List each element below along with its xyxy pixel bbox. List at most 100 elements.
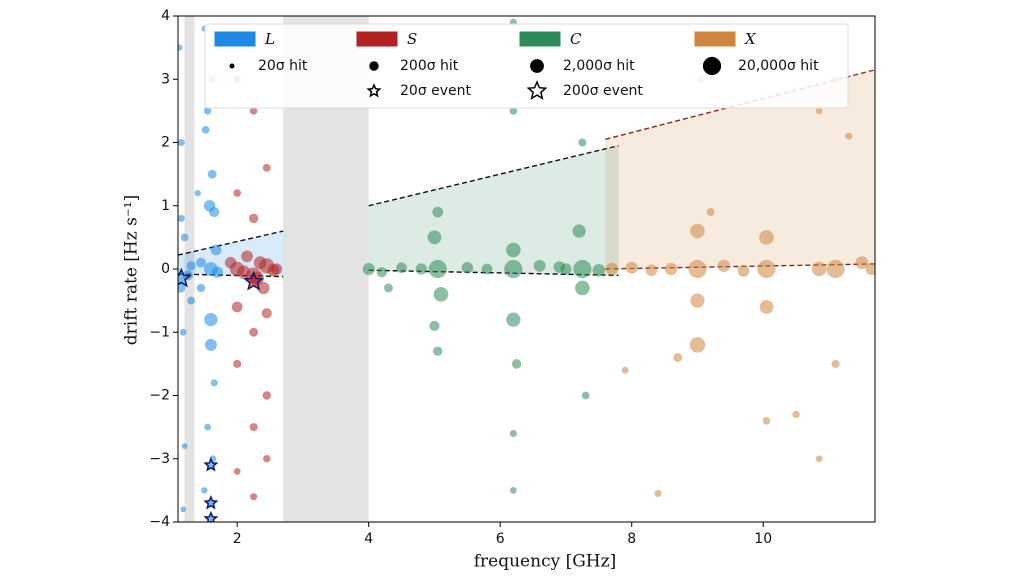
hit-point: [481, 263, 493, 275]
hit-point: [233, 359, 242, 368]
legend-event-marker: [366, 83, 382, 98]
hit-point: [553, 261, 566, 273]
hit-point: [257, 281, 270, 295]
legend-size-marker: [530, 59, 544, 73]
hit-point: [178, 138, 185, 147]
hit-point: [533, 259, 546, 272]
event-star: [243, 270, 265, 291]
hit-point: [415, 263, 427, 275]
y-tick-label: 3: [161, 71, 170, 87]
hit-point: [509, 107, 518, 115]
y-tick-label: 1: [161, 198, 170, 214]
legend-swatch: [694, 31, 736, 47]
hit-point: [271, 263, 283, 275]
hit-point: [427, 230, 442, 245]
hit-point: [621, 366, 629, 374]
legend-label: S: [407, 30, 417, 48]
event-star: [178, 267, 192, 288]
y-tick-label: 0: [161, 261, 170, 277]
hit-point: [504, 259, 523, 279]
hit-point: [428, 259, 447, 279]
event-star: [203, 457, 219, 472]
legend-size-marker: [702, 56, 722, 76]
legend-event-marker: [526, 80, 548, 100]
hit-point: [204, 423, 211, 431]
hit-point: [673, 353, 683, 362]
x-tick-label: 8: [627, 531, 636, 547]
event-star: [203, 495, 219, 510]
hit-point: [179, 328, 187, 336]
hit-point: [757, 259, 776, 279]
hit-point: [762, 416, 771, 425]
hit-point: [196, 283, 206, 293]
legend-event-label: 200σ event: [563, 83, 643, 99]
hit-point: [396, 262, 407, 274]
hit-point: [178, 44, 183, 51]
hit-point: [207, 169, 217, 179]
hit-point: [210, 244, 222, 256]
hit-point: [210, 379, 218, 387]
hit-point: [261, 308, 272, 319]
hit-point: [506, 312, 521, 327]
hit-point: [262, 163, 271, 172]
y-axis-label: drift rate [Hz s⁻¹]: [122, 195, 142, 346]
x-tick-label: 2: [233, 531, 242, 547]
hit-point: [231, 301, 243, 313]
x-axis-label: frequency [GHz]: [474, 552, 616, 572]
hit-point: [865, 262, 875, 276]
hit-point: [178, 283, 186, 293]
hit-point: [237, 265, 251, 279]
hit-point: [204, 338, 217, 351]
plot-area: 2 4 6 8 10 −4 −3 −2 −1 0 1 2 3 4 L S C X 20σ hit 200σ hit 2,…: [149, 8, 876, 547]
hit-point: [203, 107, 212, 115]
x-tick-label: 6: [496, 531, 505, 547]
hit-point: [376, 267, 387, 278]
hit-point: [249, 107, 258, 115]
legend-size-label: 20,000σ hit: [738, 58, 819, 74]
hit-point: [180, 506, 187, 513]
hit-point: [362, 262, 375, 276]
y-tick-label: −3: [149, 451, 170, 467]
hit-point: [250, 493, 258, 501]
hit-point: [186, 261, 196, 271]
x-tick-label: 4: [364, 531, 373, 547]
hit-point: [572, 224, 586, 238]
legend-size-label: 20σ hit: [258, 58, 308, 74]
hit-point: [509, 429, 517, 438]
hit-point: [262, 391, 271, 400]
hit-point: [178, 214, 185, 222]
y-tick-label: −4: [149, 514, 170, 530]
hit-point: [201, 126, 210, 134]
hit-point: [688, 259, 707, 279]
hit-point: [759, 300, 774, 314]
hit-point: [429, 320, 440, 332]
legend-size-label: 2,000σ hit: [563, 58, 635, 74]
hit-point: [645, 264, 658, 277]
legend-size-marker: [229, 63, 235, 69]
hit-point: [181, 443, 188, 449]
y-tick-label: −1: [149, 324, 170, 340]
hit-point: [654, 489, 662, 498]
hit-point: [815, 455, 823, 463]
hit-point: [233, 189, 242, 197]
hit-point: [815, 107, 823, 115]
legend-label: X: [744, 30, 757, 48]
hit-point: [194, 189, 201, 197]
legend-size-marker: [369, 61, 379, 71]
hit-point: [845, 132, 853, 140]
hit-point: [511, 359, 522, 369]
hit-point: [573, 259, 592, 279]
hit-point: [737, 264, 750, 277]
legend-swatch: [356, 31, 398, 47]
legend-size-label: 200σ hit: [400, 58, 459, 74]
y-tick-label: 2: [161, 135, 170, 151]
hit-point: [180, 233, 189, 242]
hit-point: [241, 250, 253, 263]
hit-point: [581, 391, 590, 400]
hit-point: [461, 261, 474, 274]
hit-point: [575, 280, 590, 296]
hit-point: [224, 256, 237, 269]
envelope-upper: [368, 144, 619, 207]
hit-point: [826, 259, 845, 279]
